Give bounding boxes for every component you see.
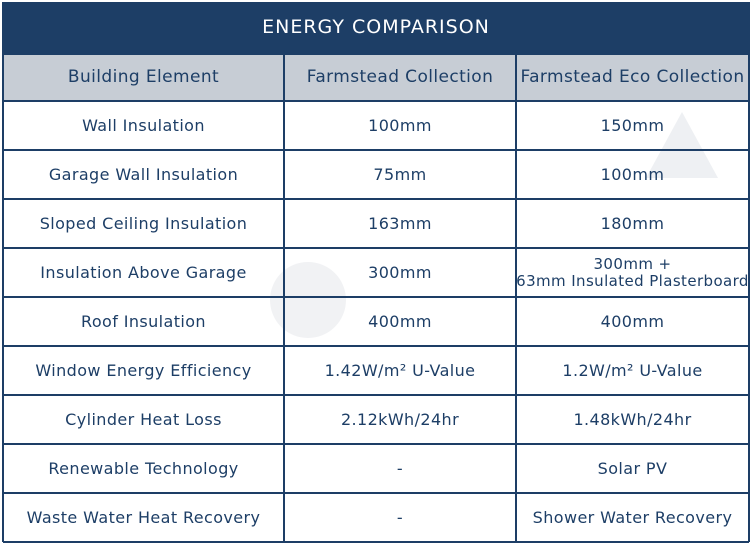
header-cell: Farmstead Eco Collection: [516, 53, 749, 101]
table-cell: Renewable Technology: [48, 459, 239, 478]
table-cell: -: [396, 508, 404, 527]
table-title: ENERGY COMPARISON: [3, 2, 749, 53]
table-cell: 300mm + 63mm Insulated Plasterboard: [516, 254, 749, 290]
table-cell: Wall Insulation: [82, 116, 205, 135]
header-cell: Building Element: [3, 53, 284, 101]
row-border: [3, 394, 749, 396]
table-cell: Shower Water Recovery: [532, 508, 733, 527]
table-cell: 180mm: [600, 214, 665, 233]
row-border: [3, 443, 749, 445]
row-border: [3, 296, 749, 298]
table-cell: 150mm: [600, 116, 665, 135]
row-border: [3, 149, 749, 151]
column-border: [515, 53, 517, 542]
watermark-circle: [270, 262, 346, 338]
header-cell: Farmstead Collection: [284, 53, 516, 101]
table-cell: Solar PV: [597, 459, 668, 478]
row-border: [3, 247, 749, 249]
watermark-triangle: [646, 112, 718, 178]
table-cell: 2.12kWh/24hr: [340, 410, 460, 429]
table-cell: 300mm: [368, 263, 432, 282]
table-cell: Roof Insulation: [81, 312, 206, 331]
table-cell: Cylinder Heat Loss: [65, 410, 222, 429]
table-cell: Sloped Ceiling Insulation: [39, 214, 248, 233]
table-cell: Waste Water Heat Recovery: [26, 508, 261, 527]
row-border: [3, 492, 749, 494]
table-cell: 100mm: [368, 116, 432, 135]
table-cell: 400mm: [600, 312, 665, 331]
table-cell: Window Energy Efficiency: [35, 361, 252, 380]
border: [748, 2, 750, 542]
column-border: [283, 53, 285, 542]
table-cell: 75mm: [373, 165, 427, 184]
table-cell: 1.48kWh/24hr: [573, 410, 692, 429]
table-cell: Insulation Above Garage: [40, 263, 247, 282]
table-cell: Garage Wall Insulation: [48, 165, 239, 184]
border: [2, 2, 4, 542]
table-cell: 163mm: [368, 214, 432, 233]
table-cell: 1.42W/m² U-Value: [324, 361, 476, 380]
table-cell: 100mm: [600, 165, 665, 184]
row-border: [3, 541, 749, 543]
table-cell: -: [396, 459, 404, 478]
row-border: [3, 100, 749, 102]
row-border: [3, 198, 749, 200]
table-cell: 1.2W/m² U-Value: [562, 361, 703, 380]
table-cell: 400mm: [368, 312, 432, 331]
row-border: [3, 345, 749, 347]
border: [3, 53, 749, 55]
